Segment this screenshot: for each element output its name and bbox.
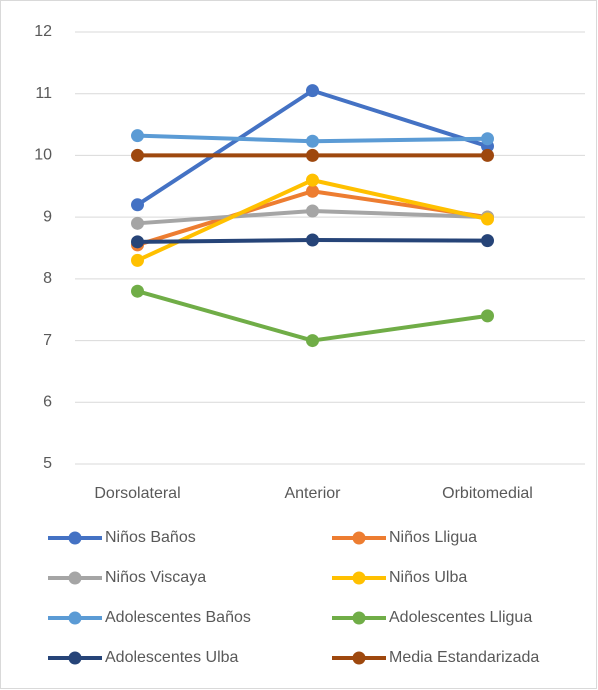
y-tick-label: 11 — [35, 85, 52, 102]
data-point — [481, 132, 494, 146]
x-tick-label: Orbitomedial — [442, 485, 533, 502]
legend-marker — [68, 571, 82, 585]
legend-label: Niños Lligua — [389, 529, 477, 546]
y-tick-label: 9 — [43, 208, 52, 225]
legend-marker — [352, 571, 366, 585]
data-point — [306, 84, 319, 98]
y-tick-label: 7 — [43, 332, 52, 349]
x-tick-label: Dorsolateral — [94, 485, 180, 502]
y-tick-label: 5 — [43, 455, 52, 472]
data-point — [306, 334, 319, 348]
data-point — [481, 212, 494, 226]
legend-marker — [68, 651, 82, 665]
data-point — [131, 148, 144, 162]
data-point — [481, 309, 494, 323]
data-point — [131, 284, 144, 298]
data-point — [481, 148, 494, 162]
legend-label: Niños Ulba — [389, 569, 467, 586]
legend-label: Niños Baños — [105, 529, 196, 546]
y-tick-label: 12 — [34, 23, 52, 40]
x-tick-label: Anterior — [284, 485, 341, 502]
legend-label: Niños Viscaya — [105, 569, 206, 586]
legend-label: Adolescentes Ulba — [105, 649, 239, 666]
legend-marker — [352, 531, 366, 545]
data-point — [306, 173, 319, 187]
legend-label: Adolescentes Baños — [105, 609, 251, 626]
data-point — [306, 148, 319, 162]
data-point — [306, 204, 319, 218]
legend-marker — [352, 611, 366, 625]
data-point — [306, 184, 319, 198]
data-point — [306, 233, 319, 247]
y-tick-label: 10 — [34, 147, 52, 164]
legend-marker — [68, 611, 82, 625]
legend-label: Adolescentes Lligua — [389, 609, 532, 626]
legend-label: Media Estandarizada — [389, 649, 539, 666]
y-tick-label: 8 — [43, 270, 52, 287]
data-point — [481, 234, 494, 248]
y-tick-label: 6 — [43, 394, 52, 411]
legend-marker — [68, 531, 82, 545]
data-point — [131, 129, 144, 143]
data-point — [131, 198, 144, 212]
data-point — [306, 134, 319, 148]
data-point — [131, 216, 144, 230]
data-point — [131, 253, 144, 267]
legend-marker — [352, 651, 366, 665]
data-point — [131, 235, 144, 249]
